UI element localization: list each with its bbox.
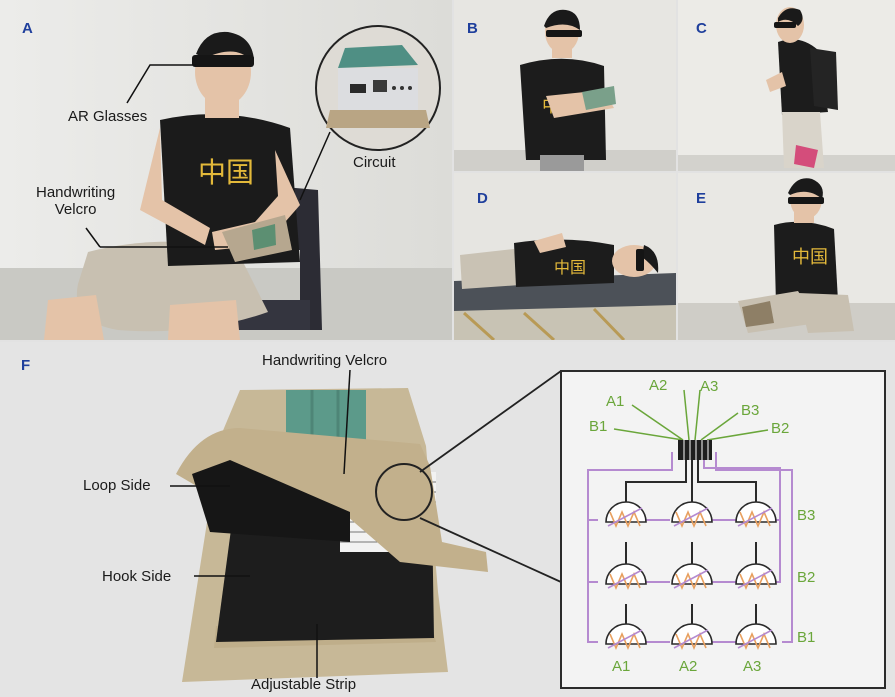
panel-e: 中国 E [678, 173, 895, 340]
adjustable-strip-label: Adjustable Strip [251, 676, 357, 693]
panel-c-letter: C [696, 20, 707, 37]
panel-c-photo [678, 0, 895, 171]
panel-a: 中国 A AR Glasses Circuit Handwriting Velc… [0, 0, 452, 340]
panel-b: 中国 B [454, 0, 676, 171]
svg-text:中国: 中国 [554, 259, 586, 277]
hook-side-label: Hook Side [102, 568, 172, 585]
panel-e-photo: 中国 [678, 173, 895, 340]
svg-text:中国: 中国 [792, 247, 828, 267]
row-label-b1: B1 [797, 629, 816, 646]
pin-label-b2-top: B2 [771, 420, 790, 437]
pin-label-b3-top: B3 [741, 402, 760, 419]
panel-b-photo: 中国 [454, 0, 676, 171]
column-label-a1: A1 [612, 658, 631, 675]
pin-label-a1-top: A1 [606, 393, 625, 410]
panel-c: C [678, 0, 895, 171]
circuit-label: Circuit [353, 154, 396, 171]
handwriting-velcro-label-f: Handwriting Velcro [262, 352, 388, 369]
loop-side-label: Loop Side [83, 477, 151, 494]
panel-e-letter: E [696, 190, 707, 207]
ar-glasses-label: AR Glasses [68, 108, 148, 125]
panel-d-letter: D [477, 190, 488, 207]
column-label-a2: A2 [679, 658, 698, 675]
panel-d: 中国 D [454, 173, 676, 340]
panel-b-letter: B [467, 20, 478, 37]
column-label-a3: A3 [743, 658, 762, 675]
svg-text:中国: 中国 [198, 157, 254, 189]
pin-label-a3-top: A3 [700, 378, 719, 395]
pin-label-b1-top: B1 [589, 418, 608, 435]
handwriting-velcro-label-a: Handwriting Velcro [36, 184, 116, 218]
panel-f-photo [0, 342, 895, 697]
panel-d-photo: 中国 [454, 173, 676, 340]
panel-a-photo: 中国 [0, 0, 452, 340]
row-label-b2: B2 [797, 569, 816, 586]
panel-f: F Handwriting Velcro Loop Side Hook Side… [0, 342, 895, 697]
row-label-b3: B3 [797, 507, 816, 524]
pin-label-a2-top: A2 [649, 377, 668, 394]
panel-a-letter: A [22, 20, 33, 37]
panel-f-letter: F [21, 357, 31, 374]
